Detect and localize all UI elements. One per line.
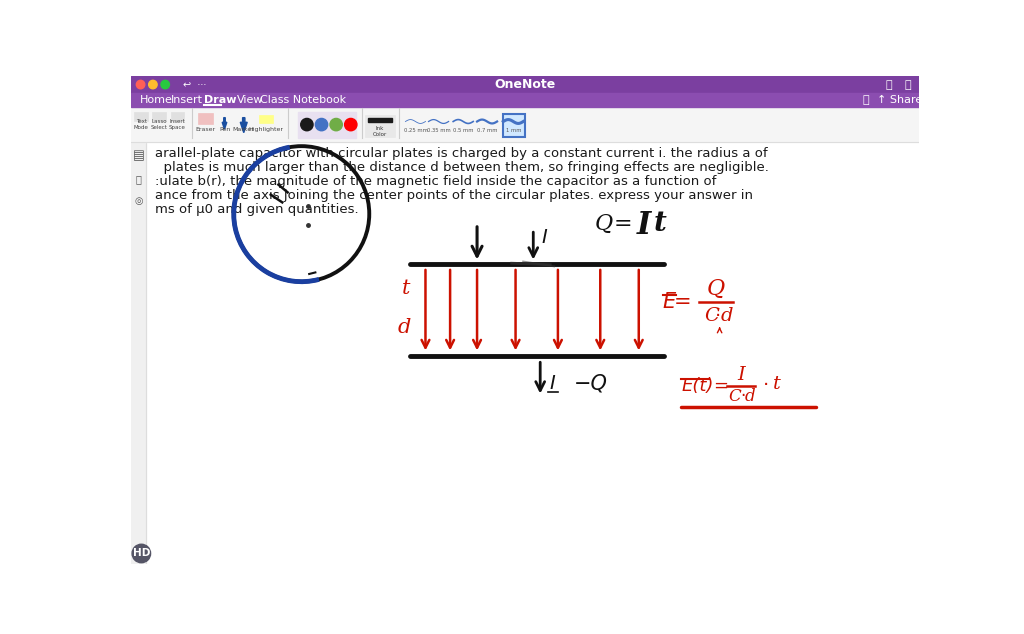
Text: C: C — [729, 388, 741, 405]
Text: ms of μ0 and given quantities.: ms of μ0 and given quantities. — [156, 203, 358, 216]
Text: Lasso
Select: Lasso Select — [151, 119, 168, 130]
Text: Home: Home — [140, 95, 173, 105]
Text: plates is much larger than the distance d between them, so fringing effects are : plates is much larger than the distance … — [156, 161, 769, 174]
Text: 👤: 👤 — [905, 79, 911, 89]
Bar — [131, 107, 920, 141]
Bar — [503, 114, 524, 137]
Text: t: t — [654, 210, 667, 236]
Text: 0.7 mm: 0.7 mm — [477, 128, 498, 133]
Text: −Q: −Q — [574, 373, 608, 393]
Text: =: = — [613, 214, 632, 234]
Bar — [131, 93, 920, 107]
Text: Marker: Marker — [232, 127, 255, 132]
Text: Class Notebook: Class Notebook — [260, 95, 346, 105]
Bar — [134, 112, 148, 120]
Text: C: C — [705, 307, 719, 325]
Bar — [366, 115, 394, 137]
Text: 1 mm: 1 mm — [506, 128, 521, 133]
Text: View: View — [237, 95, 263, 105]
Text: I: I — [550, 374, 555, 393]
Text: arallel-plate capacitor with circular plates is charged by a constant current i.: arallel-plate capacitor with circular pl… — [156, 147, 768, 160]
FancyArrow shape — [241, 118, 247, 133]
Text: ·: · — [763, 376, 769, 395]
Text: Insert: Insert — [171, 95, 203, 105]
Text: ◎: ◎ — [134, 196, 142, 206]
Text: Insert
Space: Insert Space — [169, 119, 186, 130]
Text: =: = — [674, 292, 691, 313]
Text: E: E — [663, 292, 676, 313]
Text: Pen: Pen — [219, 127, 230, 132]
Bar — [198, 113, 213, 124]
Bar — [153, 112, 166, 120]
Text: 0.5 mm: 0.5 mm — [453, 128, 473, 133]
Text: Q: Q — [707, 278, 725, 300]
Circle shape — [161, 81, 169, 89]
Text: ance from the axis joining the center points of the circular plates. express you: ance from the axis joining the center po… — [156, 189, 754, 202]
Text: Draw: Draw — [205, 95, 237, 105]
Text: Q: Q — [595, 213, 613, 235]
Circle shape — [132, 544, 151, 563]
Circle shape — [148, 81, 157, 89]
Text: ·: · — [715, 307, 721, 326]
Text: I: I — [737, 366, 745, 384]
Circle shape — [345, 119, 357, 131]
Text: :ulate b(r), the magnitude of the magnetic field inside the capacitor as a funct: :ulate b(r), the magnitude of the magnet… — [156, 175, 717, 188]
Text: Ink
Color: Ink Color — [373, 126, 387, 137]
Text: d: d — [745, 388, 756, 405]
Text: ↩  ···: ↩ ··· — [183, 79, 206, 89]
Text: 🔍: 🔍 — [135, 174, 141, 184]
Bar — [259, 115, 273, 123]
Bar — [369, 118, 391, 122]
Text: d: d — [720, 307, 733, 325]
Text: I: I — [637, 210, 651, 241]
Text: Eraser: Eraser — [196, 127, 215, 132]
Circle shape — [301, 119, 313, 131]
Bar — [298, 112, 356, 138]
Text: =: = — [714, 377, 728, 394]
Text: t: t — [773, 375, 780, 393]
Circle shape — [136, 81, 144, 89]
Bar — [146, 141, 920, 564]
Text: 0.35 mm: 0.35 mm — [427, 128, 451, 133]
Bar — [131, 76, 920, 93]
Text: Text
Mode: Text Mode — [134, 119, 148, 130]
Text: ↑ Share: ↑ Share — [878, 95, 923, 105]
Text: 🔔: 🔔 — [886, 79, 892, 89]
Circle shape — [315, 119, 328, 131]
Text: HD: HD — [133, 548, 151, 559]
Text: 🔍: 🔍 — [862, 95, 869, 105]
Text: ▤: ▤ — [132, 150, 144, 163]
Bar — [131, 141, 146, 564]
Text: Highlighter: Highlighter — [249, 127, 284, 132]
Bar — [171, 112, 184, 120]
Text: t: t — [402, 279, 411, 298]
FancyArrow shape — [222, 118, 226, 129]
Text: E(t): E(t) — [681, 377, 714, 394]
Text: ·: · — [740, 387, 745, 405]
Text: I: I — [541, 228, 547, 247]
Text: 0.25 mm: 0.25 mm — [403, 128, 427, 133]
Text: OneNote: OneNote — [495, 78, 555, 91]
Text: d: d — [397, 318, 411, 337]
Circle shape — [330, 119, 342, 131]
